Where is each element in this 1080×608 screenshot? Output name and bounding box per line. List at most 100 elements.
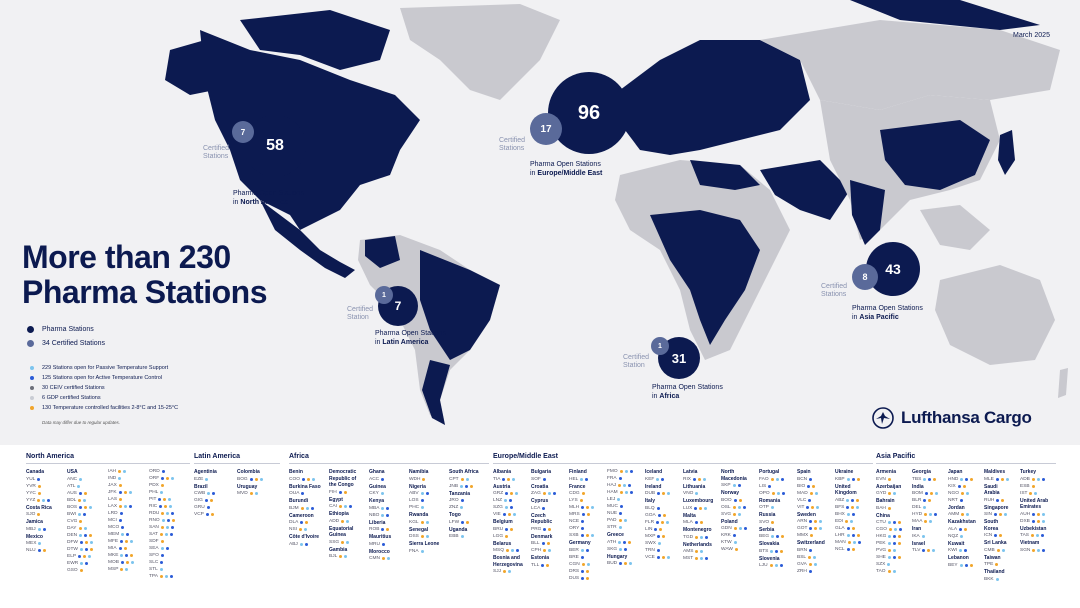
capability-dot (581, 520, 585, 523)
airport-code: IND (108, 475, 142, 482)
capability-dot (249, 477, 253, 481)
airport-code: WDH (409, 476, 442, 483)
airport-code: AMS (683, 548, 714, 555)
airport-code: SJO (26, 511, 60, 518)
capability-dot (808, 498, 812, 502)
capability-dot (159, 575, 163, 578)
capability-dot (809, 477, 813, 481)
country-name: Bahrain (876, 498, 895, 504)
capability-dot (78, 512, 82, 516)
country-name: North Macedonia (721, 469, 747, 482)
capability-dot (779, 564, 783, 567)
airport-code: PIT (149, 496, 183, 503)
country-name: China (876, 512, 890, 519)
capability-dot (892, 570, 896, 573)
capability-dot (618, 526, 622, 529)
stat-passive: 229 Stations open for Passive Temperatur… (30, 363, 178, 373)
airport-code-text: NLU (26, 548, 36, 553)
airport-code-text: MMX (797, 533, 809, 538)
egypt-libya (690, 160, 760, 190)
capability-dot (505, 492, 509, 495)
capability-dot (590, 534, 594, 537)
airport-code: FMO (607, 468, 638, 475)
country-name: Poland (721, 518, 738, 525)
capability-dot (618, 519, 622, 522)
capability-dot (960, 491, 964, 495)
se-asia (920, 205, 990, 250)
capability-dot (887, 563, 891, 566)
capability-dot (959, 563, 963, 567)
country-name: Malta (683, 512, 696, 519)
capability-dot (1030, 534, 1034, 537)
airport-code-text: ATL (67, 483, 76, 489)
airport-code: GRU (194, 504, 230, 511)
country-name: Costa Rica (26, 504, 52, 511)
region-column: IAH IND JAX JFK LAS LAX LRD MCI MCO MEM MFE MIA MKE M… (108, 468, 142, 580)
airport-code-text: LJU (759, 563, 768, 568)
airport-code: VNO (683, 490, 714, 497)
capability-dot (705, 557, 709, 560)
country-name: Nigeria (409, 483, 426, 490)
disclaimer-note: Data may differ due to regular updates. (42, 420, 121, 425)
headline-line2: Pharma Stations (22, 274, 268, 310)
capability-dot (850, 519, 853, 523)
capability-dot (503, 570, 506, 573)
airport-code: TGD (683, 534, 714, 541)
airport-code-text: SFO (149, 553, 159, 558)
airport-code: DLA (289, 519, 322, 526)
airport-code: EZE (194, 476, 230, 483)
capability-dot (386, 513, 390, 517)
capability-dot (160, 491, 164, 494)
capability-dot (130, 561, 134, 564)
airport-code-text: BLQ (645, 505, 655, 511)
capability-dot (666, 555, 670, 559)
airport-code-text: PDX (149, 483, 159, 488)
country-name: Mexico (26, 533, 43, 540)
airport-code-text: NUE (607, 511, 618, 516)
airport-code: MLA (683, 519, 714, 526)
capability-dot (580, 548, 584, 552)
capability-dot (624, 562, 628, 565)
capability-dot (934, 492, 938, 495)
airport-code: MUC (607, 503, 638, 510)
capability-dot (1031, 519, 1035, 523)
capability-dot (657, 534, 661, 538)
capability-dot (510, 549, 514, 552)
airport-code-text: RIC (149, 504, 158, 509)
country-name: Brazil (194, 483, 208, 490)
capability-dot (158, 498, 162, 501)
capability-dot (159, 533, 163, 536)
airport-code-text: CMB (984, 547, 995, 553)
airport-code-text: AMM (948, 512, 960, 517)
region-africa: Africa Benin COO Burkina Faso OUA Burundi BJM C… (289, 453, 489, 562)
capability-dot (661, 520, 665, 524)
capability-dot (581, 569, 585, 573)
capability-dot (126, 533, 130, 536)
capability-dot (738, 498, 742, 502)
airport-code-text: BEY (948, 562, 958, 568)
capability-dot (83, 491, 87, 495)
capability-dot (461, 520, 465, 524)
airport-code: MXP (645, 533, 676, 540)
capability-dot (79, 505, 83, 509)
country-name: Ethiopia (329, 511, 349, 517)
capability-dot (165, 526, 169, 529)
airport-code-text: LCA (531, 505, 541, 511)
region-column: Armenia EVN Azerbaijan GYD Bahrain BAH China CT… (876, 468, 905, 583)
country-name: Belarus (493, 540, 512, 547)
airport-code: PDX (149, 482, 183, 489)
airport-code: MLE (984, 476, 1013, 483)
capability-dot (1042, 548, 1046, 552)
capability-dot (959, 549, 963, 552)
af-cert-bubble: 1 (651, 337, 669, 355)
airport-code-text: WAW (721, 547, 733, 552)
capability-dot (311, 477, 315, 481)
capability-dot (591, 506, 595, 509)
airport-code-text: WDH (409, 476, 421, 482)
capability-dot (420, 520, 424, 524)
airport-code-text: FAO (759, 476, 769, 482)
airport-code: ANC (67, 476, 101, 483)
airport-code-text: SAN (149, 525, 159, 530)
airport-code: KGL (409, 519, 442, 526)
headline: More than 230 Pharma Stations (22, 240, 268, 310)
